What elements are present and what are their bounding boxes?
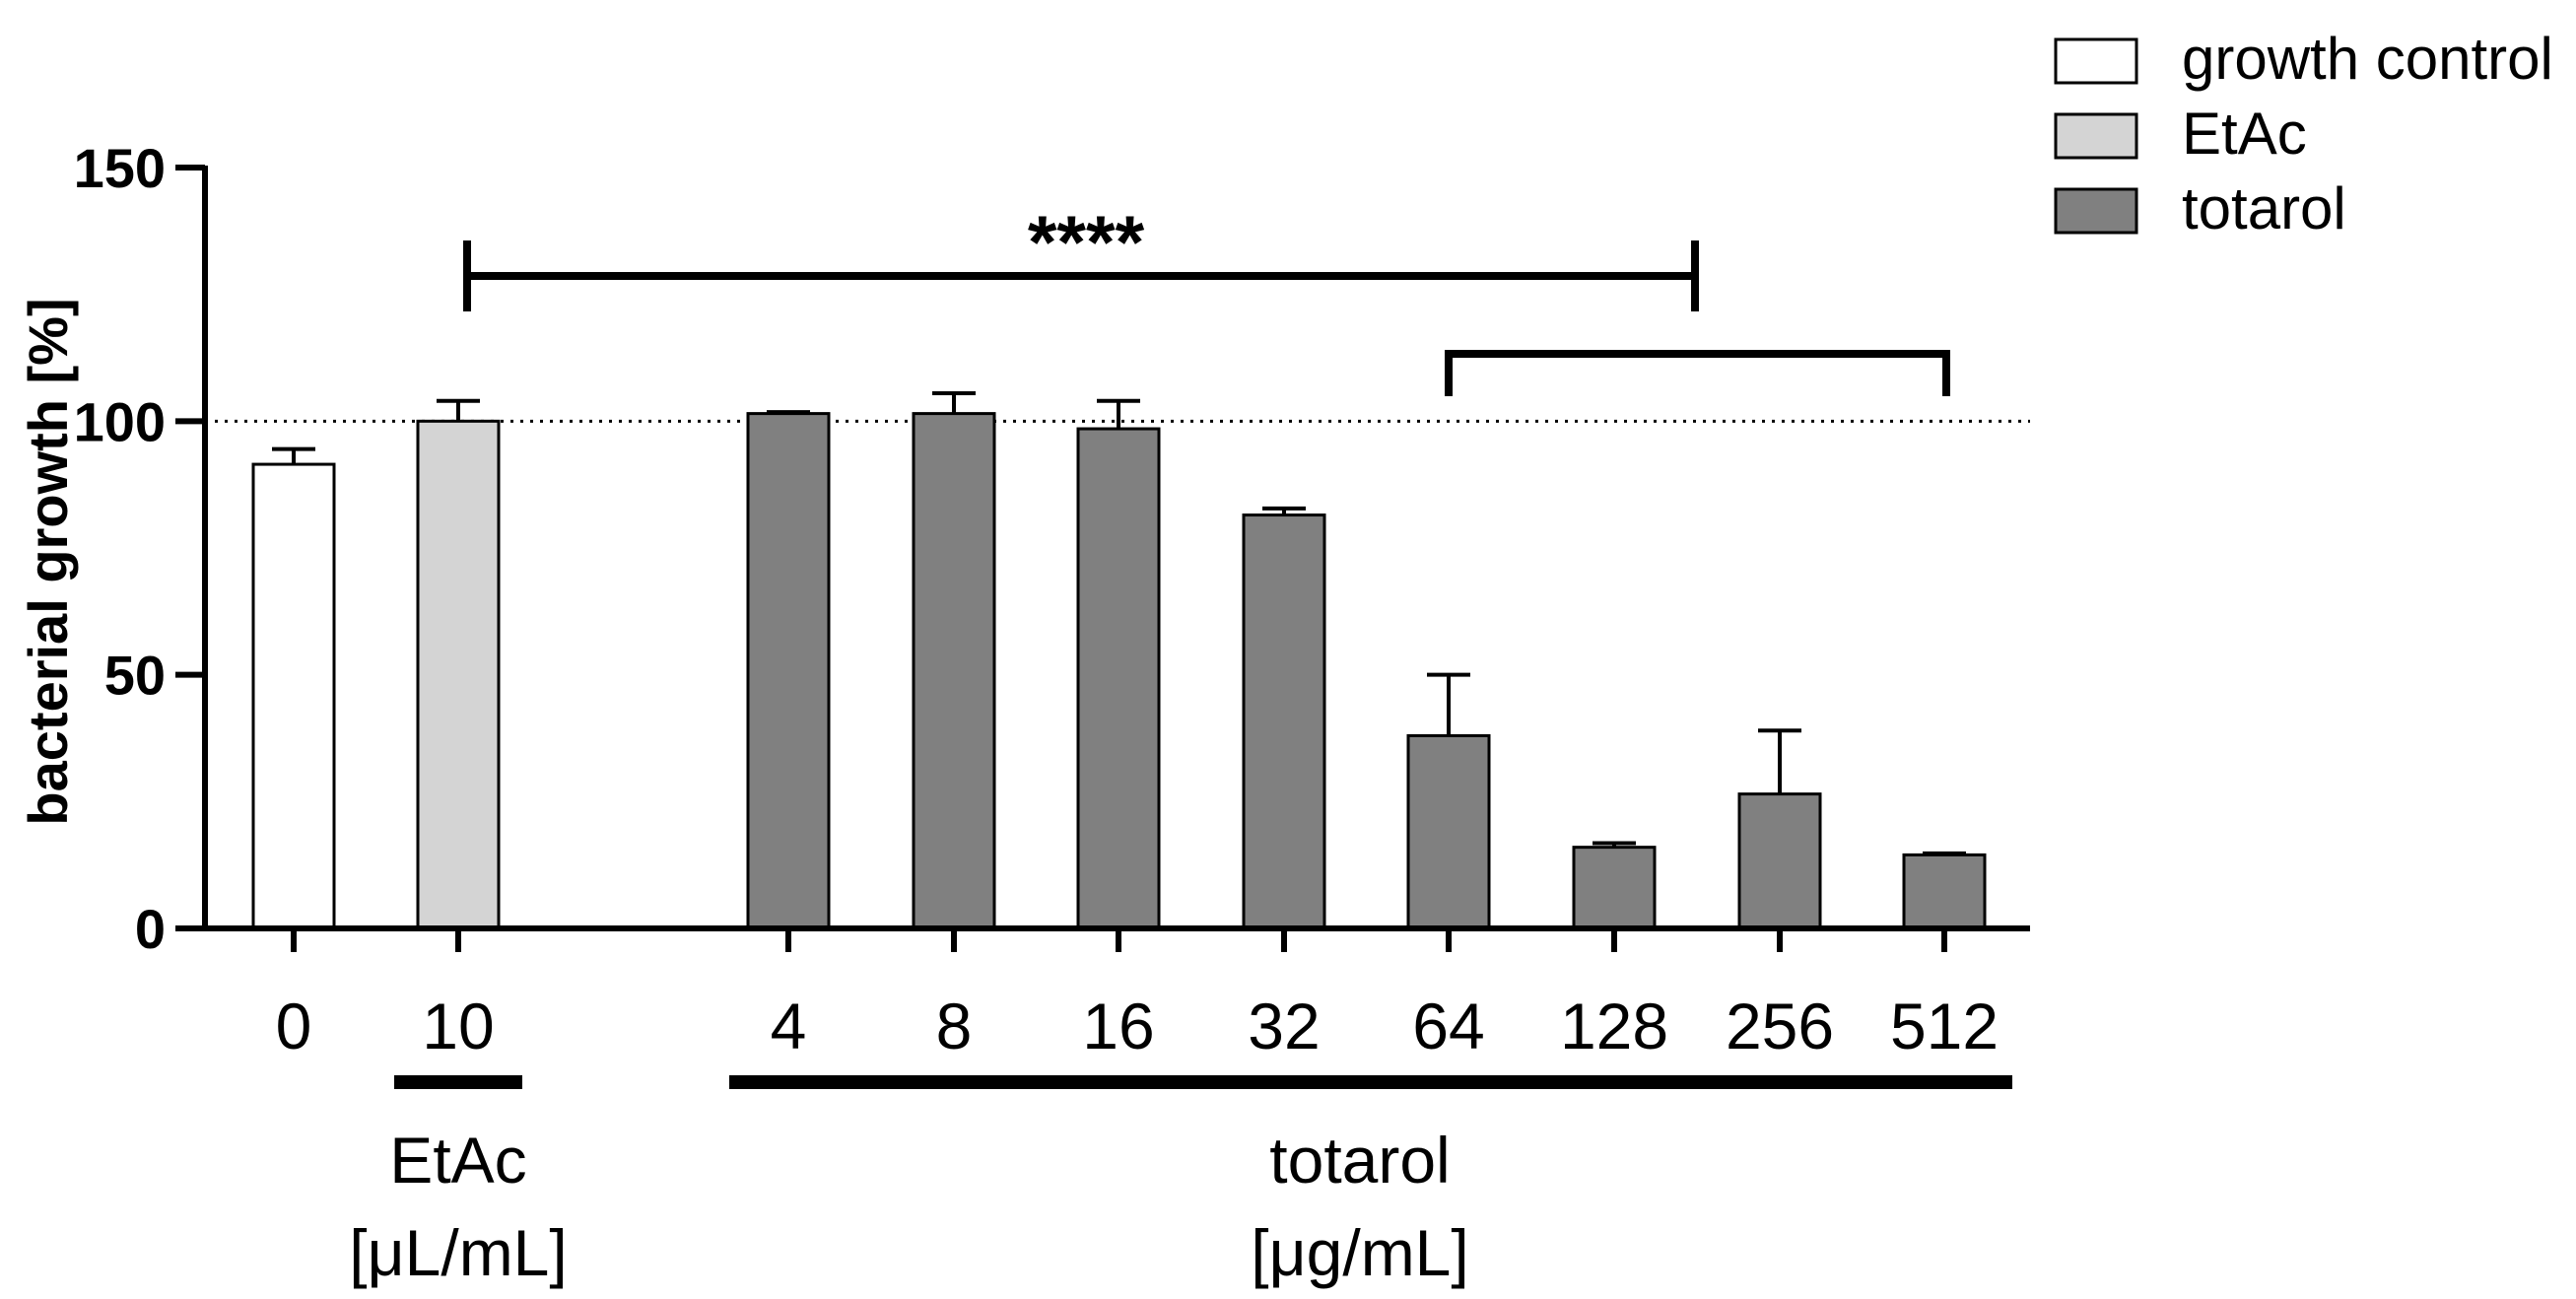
plot-area: 0 50 100 150 bacterial growth [%] 0 10 4 8 16 32 64… [17, 137, 2030, 1289]
bar-256 [1737, 792, 1822, 930]
legend-label: EtAc [2182, 101, 2307, 167]
x-tick-label: 128 [1560, 990, 1668, 1062]
legend: growth control EtAc totarol [2054, 26, 2553, 241]
x-tick-label: 32 [1248, 990, 1320, 1062]
bar-4 [746, 412, 831, 930]
x-tick-label: 16 [1082, 990, 1154, 1062]
legend-label: totarol [2182, 175, 2346, 241]
bar-128 [1572, 846, 1657, 930]
y-tick-label: 50 [104, 645, 166, 707]
legend-label: growth control [2182, 26, 2553, 92]
legend-swatch [2054, 187, 2138, 235]
bar-8 [912, 412, 996, 930]
bar-10 [416, 419, 501, 930]
group-label: totarol [1269, 1124, 1450, 1196]
significance-bracket [463, 240, 1699, 311]
significance-bracket [1445, 350, 1950, 396]
group-unit-label: [μg/mL] [1251, 1216, 1468, 1289]
legend-swatch [2054, 112, 2138, 160]
y-axis-title: bacterial growth [%] [17, 298, 79, 825]
y-tick-label: 0 [135, 898, 166, 960]
bar-16 [1076, 427, 1161, 930]
x-tick-label: 512 [1890, 990, 1999, 1062]
y-tick-label: 150 [74, 137, 166, 199]
group-unit-label: [μL/mL] [349, 1216, 567, 1289]
bar-512 [1902, 853, 1987, 930]
x-tick-label: 0 [276, 990, 312, 1062]
x-tick-label: 256 [1726, 990, 1834, 1062]
legend-swatch [2054, 37, 2138, 85]
group-label: EtAc [389, 1124, 526, 1196]
bar-0 [251, 462, 336, 930]
bar-64 [1406, 733, 1491, 930]
x-tick-label: 64 [1412, 990, 1484, 1062]
x-tick-label: 10 [422, 990, 494, 1062]
significance-label: **** [1028, 201, 1145, 285]
x-tick-label: 8 [936, 990, 973, 1062]
y-tick-label: 100 [74, 390, 166, 452]
bar-32 [1242, 513, 1326, 930]
x-tick-label: 4 [771, 990, 807, 1062]
